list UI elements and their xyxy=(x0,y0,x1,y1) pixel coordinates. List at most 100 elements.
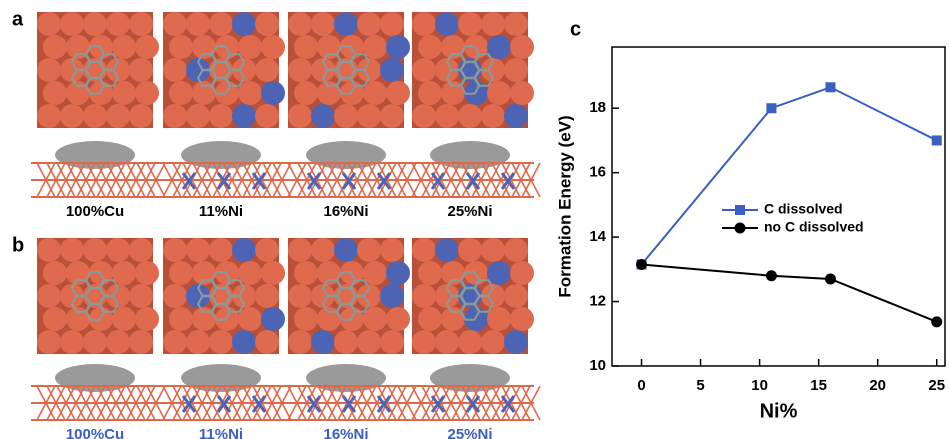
top-view xyxy=(37,12,159,128)
atom xyxy=(311,330,335,354)
atom xyxy=(481,104,505,128)
atom xyxy=(186,12,210,36)
atom xyxy=(112,307,136,331)
atom xyxy=(412,284,436,308)
atom xyxy=(135,81,159,105)
atom xyxy=(435,12,459,36)
atom xyxy=(380,104,404,128)
top-view xyxy=(412,12,534,128)
y-tick-label: 18 xyxy=(589,99,606,116)
caption: 100%Cu xyxy=(66,203,124,220)
side-view xyxy=(406,141,540,197)
caption: 25%Ni xyxy=(447,426,492,439)
atom xyxy=(380,238,404,262)
atom xyxy=(458,238,482,262)
top-view xyxy=(163,238,285,354)
atom xyxy=(261,261,285,285)
atom xyxy=(510,81,534,105)
atom xyxy=(363,81,387,105)
atom xyxy=(435,238,459,262)
atom xyxy=(43,261,67,285)
side-view xyxy=(31,364,165,420)
atom xyxy=(386,35,410,59)
atom xyxy=(418,261,442,285)
atom xyxy=(412,104,436,128)
caption: 16%Ni xyxy=(323,203,368,220)
atom xyxy=(112,35,136,59)
atom xyxy=(363,261,387,285)
atom xyxy=(334,104,358,128)
atom xyxy=(510,261,534,285)
atom xyxy=(43,35,67,59)
atom xyxy=(60,104,84,128)
side-view xyxy=(282,364,416,420)
atom xyxy=(83,104,107,128)
atom xyxy=(169,261,193,285)
atom xyxy=(238,81,262,105)
atom xyxy=(481,238,505,262)
atom xyxy=(112,81,136,105)
atom xyxy=(163,330,187,354)
atom xyxy=(294,35,318,59)
atom xyxy=(163,58,187,82)
caption: 11%Ni xyxy=(199,203,243,220)
atom xyxy=(487,81,511,105)
atom xyxy=(334,238,358,262)
atom xyxy=(209,330,233,354)
atom xyxy=(37,238,61,262)
atom xyxy=(135,261,159,285)
legend-marker xyxy=(735,223,746,234)
atom xyxy=(232,238,256,262)
atom xyxy=(255,12,279,36)
atom xyxy=(334,12,358,36)
side-view xyxy=(157,364,291,420)
atom xyxy=(232,104,256,128)
atom xyxy=(209,12,233,36)
atom xyxy=(311,12,335,36)
caption: 16%Ni xyxy=(323,426,368,439)
atom xyxy=(418,81,442,105)
atom xyxy=(288,238,312,262)
atom xyxy=(238,35,262,59)
atom xyxy=(135,307,159,331)
atom xyxy=(504,104,528,128)
atom xyxy=(232,12,256,36)
caption: 25%Ni xyxy=(447,203,492,220)
atom xyxy=(129,104,153,128)
series-line xyxy=(642,265,937,322)
atom xyxy=(510,35,534,59)
atom xyxy=(504,238,528,262)
x-axis-label: Ni% xyxy=(760,400,798,422)
atom xyxy=(504,284,528,308)
panel-label: a xyxy=(12,8,24,30)
atom xyxy=(487,261,511,285)
atom xyxy=(412,238,436,262)
atom xyxy=(129,12,153,36)
atom xyxy=(487,35,511,59)
atom xyxy=(37,330,61,354)
side-view xyxy=(157,141,291,197)
y-tick-label: 16 xyxy=(589,164,606,181)
atom xyxy=(60,238,84,262)
atom xyxy=(186,330,210,354)
atom xyxy=(363,307,387,331)
atom xyxy=(261,35,285,59)
atom xyxy=(288,58,312,82)
atom xyxy=(169,307,193,331)
top-view xyxy=(288,238,410,354)
atom xyxy=(37,12,61,36)
atom xyxy=(255,104,279,128)
atom xyxy=(504,58,528,82)
atom xyxy=(106,330,130,354)
atom xyxy=(209,238,233,262)
x-tick-label: 0 xyxy=(637,377,645,394)
atom xyxy=(458,104,482,128)
atom xyxy=(169,81,193,105)
side-view xyxy=(31,141,165,197)
atom xyxy=(357,104,381,128)
carbon-dome xyxy=(181,364,261,392)
y-tick-label: 14 xyxy=(589,228,606,245)
carbon-dome xyxy=(430,364,510,392)
atom xyxy=(458,12,482,36)
atom xyxy=(169,35,193,59)
